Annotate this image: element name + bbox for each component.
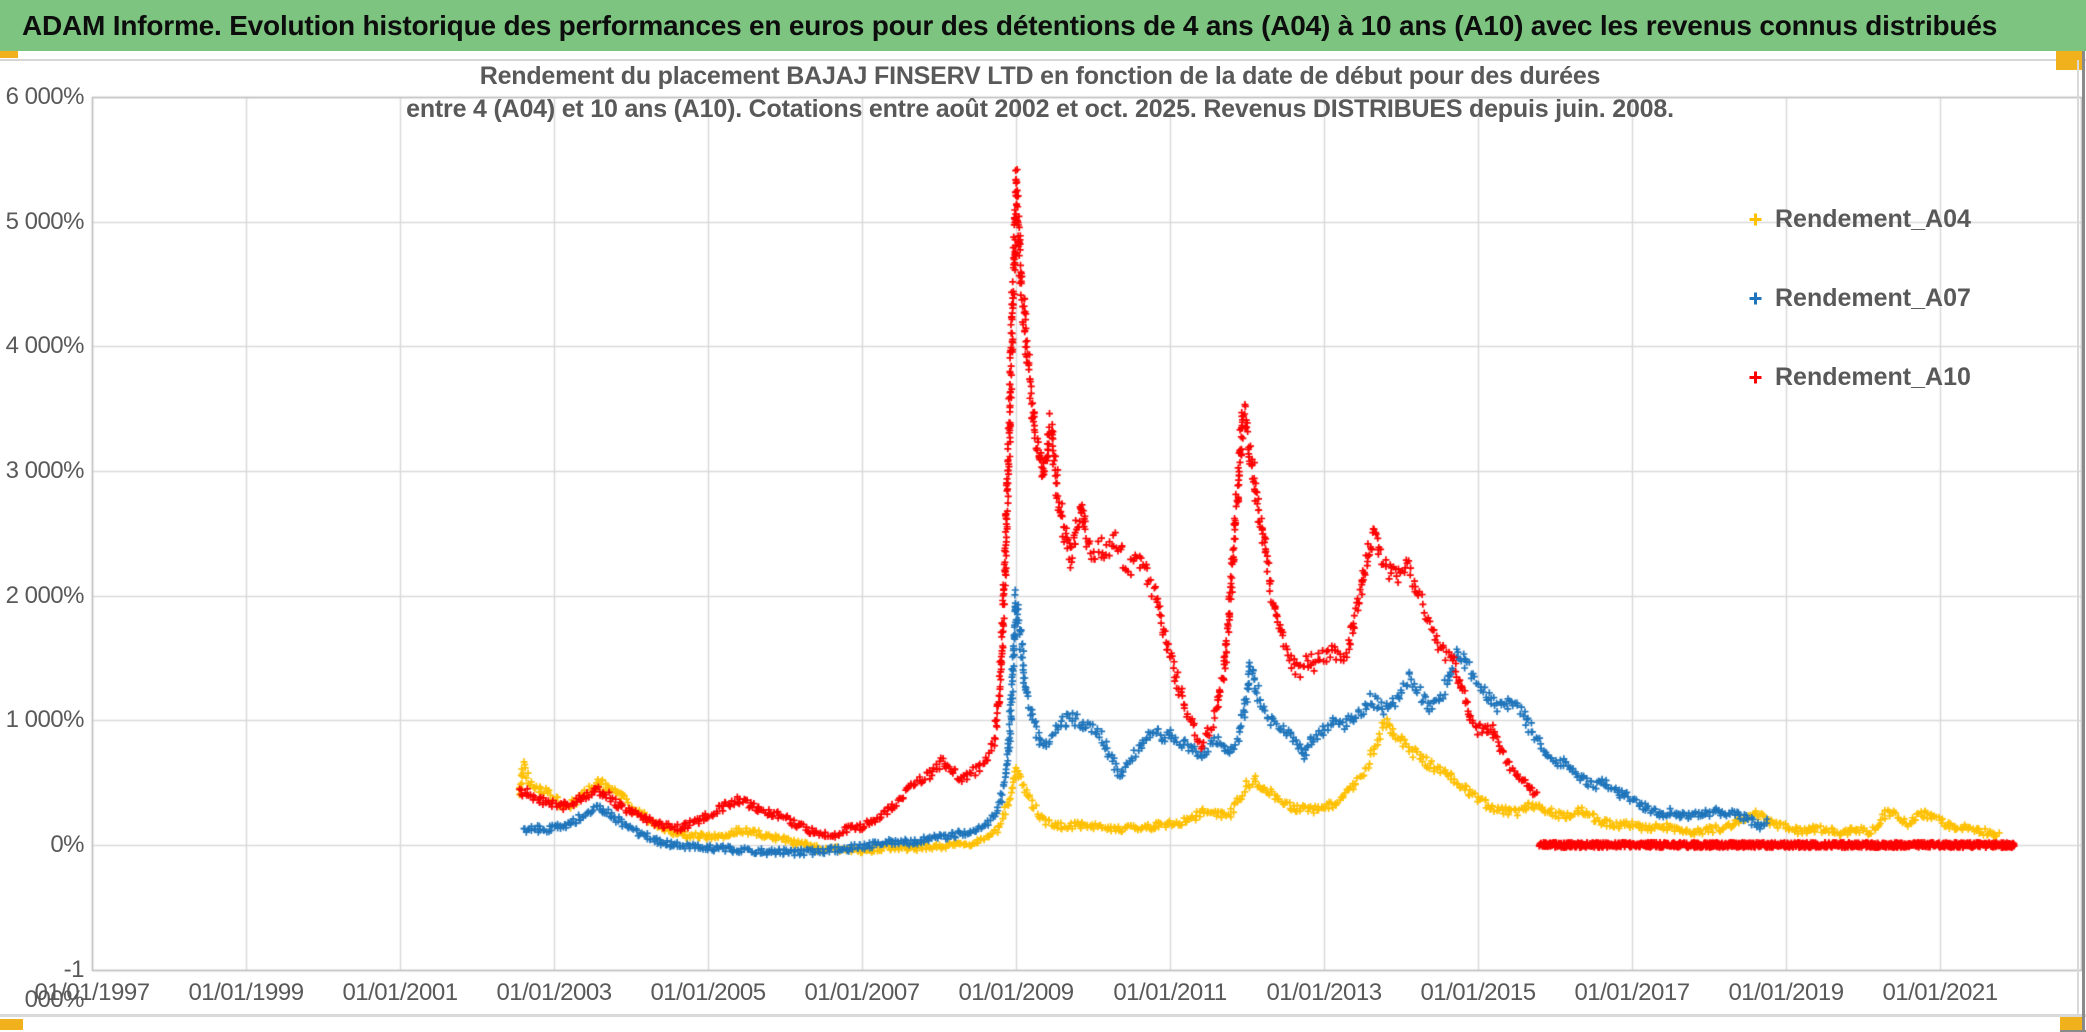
y-tick-label: 0% xyxy=(50,831,84,858)
gold-accent-bottom-left xyxy=(0,1019,23,1030)
legend-label: Rendement_A04 xyxy=(1775,205,1971,233)
y-tick-label: 1 000% xyxy=(5,706,85,734)
x-tick-label: 01/01/2017 xyxy=(1574,979,1690,1006)
x-tick-label: 01/01/2013 xyxy=(1266,979,1382,1006)
bottom-divider xyxy=(0,1014,2086,1017)
plus-marker-icon xyxy=(1749,213,1762,226)
right-border-light xyxy=(2077,60,2079,1015)
x-tick-label: 01/01/2005 xyxy=(650,979,766,1006)
bottom-right-border xyxy=(2060,1030,2086,1032)
legend-entry: Rendement_A04 xyxy=(1748,205,1971,234)
chart-title-line1: Rendement du placement BAJAJ FINSERV LTD… xyxy=(479,62,1601,90)
x-tick-label: 01/01/1999 xyxy=(188,979,304,1006)
legend-entry: Rendement_A10 xyxy=(1748,363,1971,392)
x-tick-label: 01/01/2019 xyxy=(1728,979,1844,1006)
x-tick-label: 01/01/2015 xyxy=(1420,979,1536,1006)
x-tick-label: 01/01/2001 xyxy=(342,979,458,1006)
gold-accent-bottom-right xyxy=(2060,1017,2083,1032)
gold-accent-top-right xyxy=(2056,51,2083,70)
y-tick-label: 4 000% xyxy=(5,332,85,360)
y-tick-label: 6 000% xyxy=(5,82,85,110)
plus-marker-icon xyxy=(1749,292,1762,305)
x-tick-label: 01/01/2011 xyxy=(1113,979,1227,1006)
x-tick-label: 01/01/2007 xyxy=(804,979,920,1006)
legend-label: Rendement_A10 xyxy=(1775,363,1971,391)
y-tick-label: 2 000% xyxy=(5,581,85,609)
legend-label: Rendement_A07 xyxy=(1775,284,1971,312)
y-tick-label: 5 000% xyxy=(5,207,85,235)
gold-accent-top-left xyxy=(0,51,18,58)
chart-title-line2: entre 4 (A04) et 10 ans (A10). Cotations… xyxy=(406,95,1674,123)
x-tick-label: 01/01/2009 xyxy=(958,979,1074,1006)
x-tick-label: 01/01/2003 xyxy=(496,979,612,1006)
x-tick-label: 01/01/2021 xyxy=(1882,979,1998,1006)
legend-entry: Rendement_A07 xyxy=(1748,284,1971,313)
right-border-dark xyxy=(2082,51,2085,1032)
y-tick-label: -1 000% xyxy=(24,955,85,1013)
plus-marker-icon xyxy=(1749,371,1762,384)
x-tick-label: 01/01/1997 xyxy=(34,979,150,1006)
chart-title: Rendement du placement BAJAJ FINSERV LTD… xyxy=(340,60,1740,126)
y-tick-label: 3 000% xyxy=(5,456,85,484)
